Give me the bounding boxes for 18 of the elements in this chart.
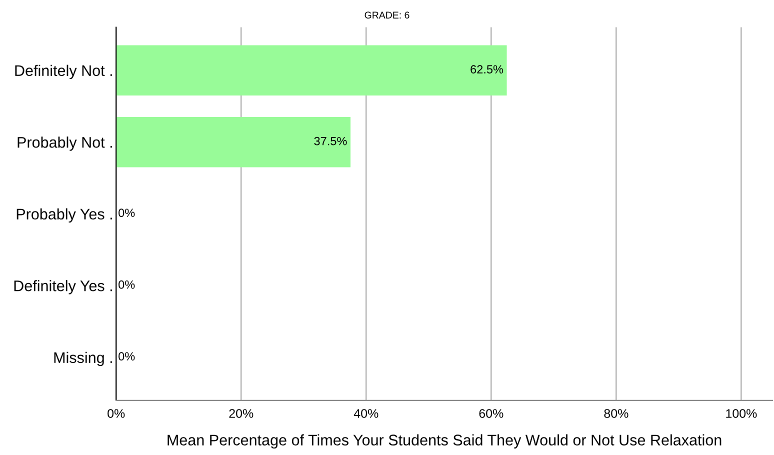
data-label: 0%: [118, 352, 135, 361]
chart-title: GRADE: 6: [364, 12, 410, 19]
y-tick-label: Probably Yes .: [16, 208, 112, 223]
y-tick-label: Definitely Not .: [15, 64, 112, 80]
data-label: 62.5%: [470, 65, 504, 74]
x-tick-label: 20%: [229, 409, 254, 418]
x-tick-label: 80%: [604, 409, 628, 418]
x-axis-title: Mean Percentage of Times Your Students Said They Would or Not Use Relaxation: [168, 434, 722, 449]
x-tick-label: 40%: [354, 409, 378, 418]
x-tick-label: 100%: [726, 409, 757, 418]
x-tick-label: 0%: [108, 409, 125, 418]
y-tick-label: Definitely Yes .: [14, 280, 112, 294]
y-tick-label: Missing .: [54, 352, 112, 366]
x-tick-label: 60%: [479, 409, 504, 418]
y-tick-label: Probably Not .: [18, 136, 112, 151]
data-label: 0%: [118, 280, 135, 289]
data-label: 0%: [118, 208, 135, 218]
data-label: 37.5%: [314, 136, 347, 146]
